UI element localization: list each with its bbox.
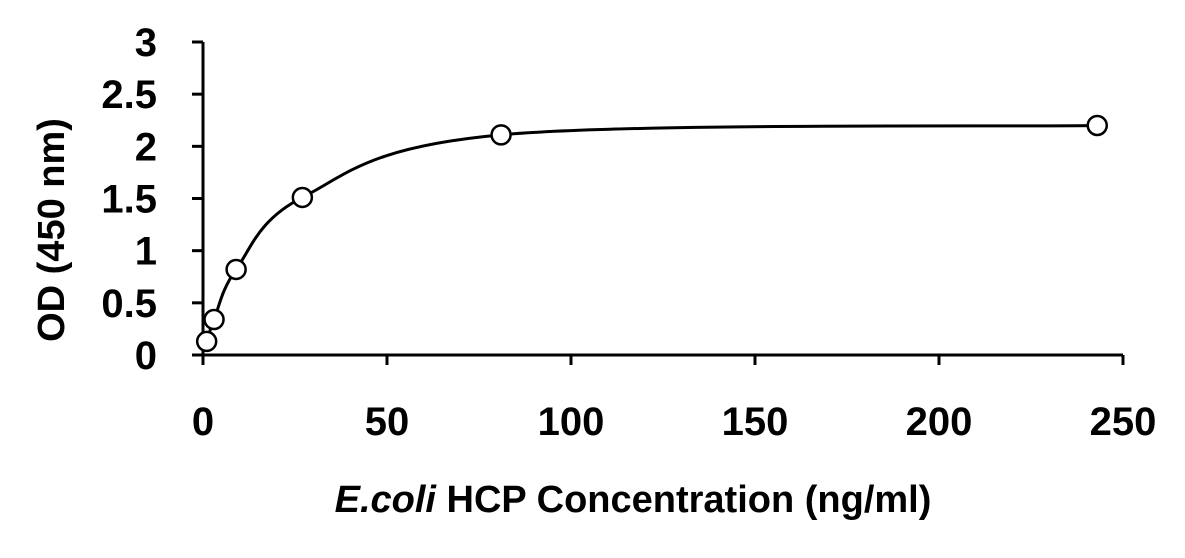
y-tick-label: 1 [135,230,157,274]
x-tick-label: 0 [192,400,214,444]
x-axis-title-italic: E.coli [335,479,438,521]
data-point [1086,114,1108,137]
y-tick-label: 0.5 [101,282,157,326]
x-tick-labels: 0 50 100 150 200 250 [192,400,1157,444]
y-axis-title: OD (450 nm) [31,118,73,342]
x-axis-title-rest: HCP Concentration (ng/ml) [436,479,931,521]
data-point [225,258,247,281]
x-tick-label: 150 [722,400,789,444]
y-axis-ticks [192,40,203,357]
y-tick-label: 0 [135,334,157,378]
x-tick-label: 50 [365,400,410,444]
x-tick-label: 200 [906,400,973,444]
data-point [291,186,314,209]
x-axis-ticks [201,355,1125,365]
fit-curve [205,123,1098,342]
data-points [195,114,1108,353]
data-point [490,124,512,146]
data-point [203,308,225,331]
y-tick-label: 2.5 [101,73,157,117]
x-axis-title: E.coli HCP Concentration (ng/ml) [335,479,932,521]
data-point [195,330,218,353]
y-tick-label: 2 [135,125,157,169]
x-tick-label: 100 [538,400,605,444]
y-tick-label: 1.5 [101,178,157,222]
y-tick-label: 3 [135,21,157,65]
y-tick-labels: 0 0.5 1 1.5 2 2.5 3 [101,21,157,378]
x-tick-label: 250 [1090,400,1157,444]
